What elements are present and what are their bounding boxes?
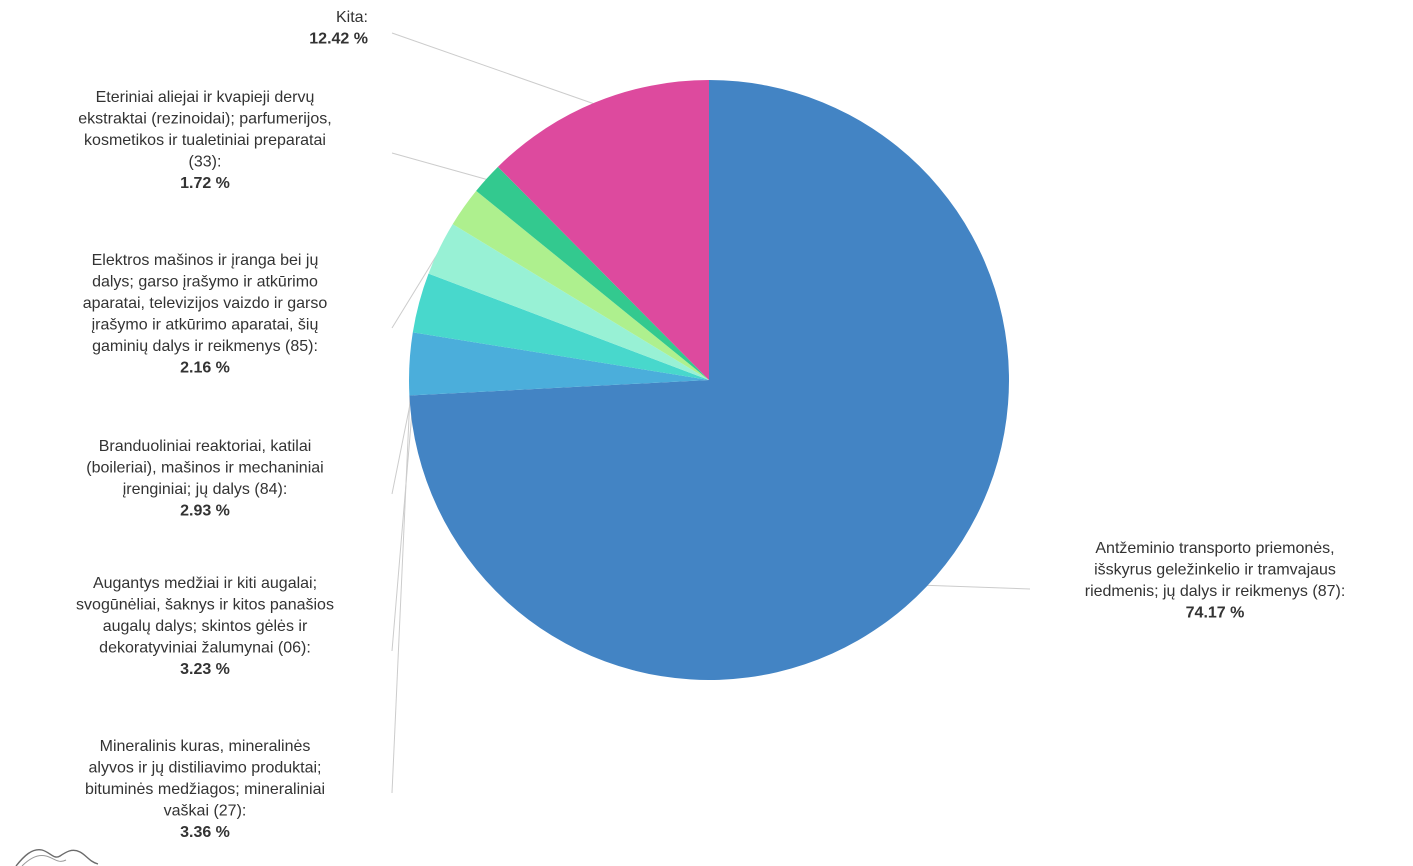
slice-value-1: 3.36 % (180, 824, 230, 841)
slice-value-5: 1.72 % (180, 175, 230, 192)
slice-label-4: Elektros mašinos ir įranga bei jų dalys; … (83, 252, 328, 377)
pie-slices (409, 79, 1009, 680)
pie-slice-0[interactable] (409, 80, 1009, 680)
slice-label-6: Kita: 12.42 % (309, 9, 368, 48)
slice-label-5: Eteriniai aliejai ir kvapieji dervų ekstr… (78, 89, 331, 192)
pie-slice-4[interactable] (452, 190, 709, 380)
pie-slice-5[interactable] (476, 166, 709, 380)
pie-slice-1[interactable] (409, 332, 709, 396)
slice-label-3: Branduoliniai reaktoriai, katilai (boiler… (86, 438, 323, 520)
leader-line-5 (391, 152, 489, 181)
slice-value-2: 3.23 % (180, 661, 230, 678)
leader-line-6 (391, 32, 596, 105)
watermark-logo-icon (15, 849, 99, 866)
pie-slice-6[interactable] (497, 79, 709, 380)
leader-line-0 (925, 584, 1031, 590)
pie-slice-3[interactable] (428, 224, 709, 380)
slice-value-6: 12.42 % (309, 31, 368, 48)
slice-label-2: Augantys medžiai ir kiti augalai; svogūnė… (76, 575, 334, 678)
slice-label-1: Mineralinis kuras, mineralinės alyvos ir … (85, 738, 325, 841)
slice-value-3: 2.93 % (180, 503, 230, 520)
slice-value-0: 74.17 % (1186, 605, 1245, 622)
slice-label-0: Antžeminio transporto priemonės, išskyrus… (1085, 540, 1346, 622)
slice-value-4: 2.16 % (180, 360, 230, 377)
leader-line-1 (391, 363, 412, 794)
pie-slice-2[interactable] (412, 273, 709, 380)
slice-labels: Antžeminio transporto priemonės, išskyrus… (76, 9, 1345, 841)
